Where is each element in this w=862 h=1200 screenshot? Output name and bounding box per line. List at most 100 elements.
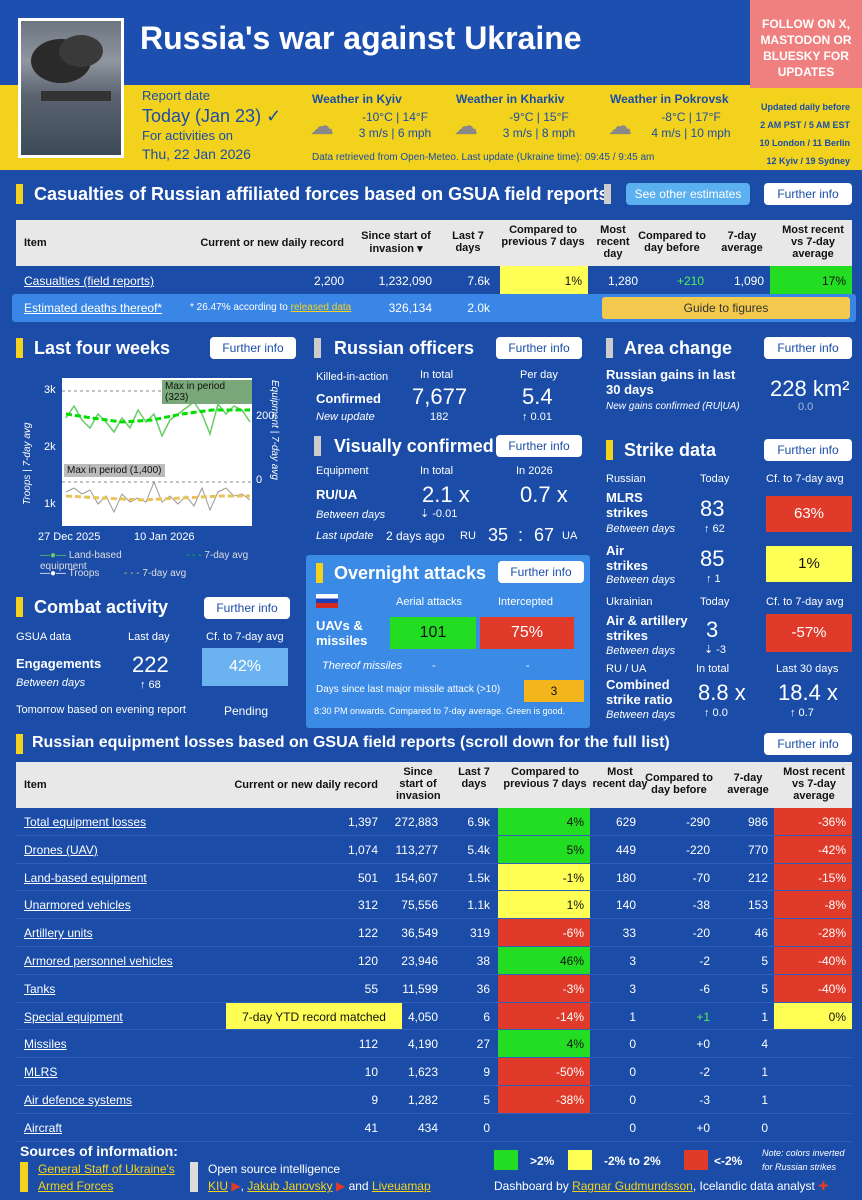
liveuamap-link[interactable]: Liveuamap <box>371 1179 431 1193</box>
see-other-estimates-button[interactable]: See other estimates <box>626 183 750 205</box>
last7-value: 6.9k <box>467 815 490 829</box>
released-data-link[interactable]: released data <box>290 302 352 313</box>
daily-value: 10 <box>364 1065 378 1080</box>
aerial-label: Aerial attacks <box>396 596 463 608</box>
combined-last30: 18.4 x <box>778 680 838 705</box>
and-label: and <box>348 1179 369 1193</box>
header-banner <box>0 0 862 170</box>
cloud-icon: ☁ <box>310 113 334 140</box>
since-value: 434 <box>417 1120 438 1135</box>
col-vs: Most recent vs 7-day average <box>783 766 845 802</box>
missiles-label: Thereof missiles <box>322 660 403 672</box>
in-total-label: In total <box>420 465 454 477</box>
item-link[interactable]: Air defence systems <box>24 1093 133 1107</box>
mlrs-value: 83 <box>700 496 725 521</box>
col-last7[interactable]: Last 7 days <box>458 766 490 790</box>
item-link[interactable]: Drones (UAV) <box>24 842 98 857</box>
vs-value: -15% <box>774 863 852 891</box>
cf-label: Cf. to 7-day avg <box>206 631 284 643</box>
strike-info-button[interactable]: Further info <box>764 439 852 461</box>
recent-value: 1,280 <box>607 274 638 288</box>
col-daily: Current or new daily record <box>200 237 344 249</box>
equipment-info-button[interactable]: Further info <box>764 733 852 755</box>
area-info-button[interactable]: Further info <box>764 337 852 359</box>
overnight-title: Overnight attacks <box>334 563 487 583</box>
new-gains-label: New gains confirmed (RU|UA) <box>606 401 740 412</box>
guide-button[interactable]: Guide to figures <box>602 297 850 319</box>
col-since[interactable]: Since start of invasion ▾ <box>361 230 431 255</box>
overnight-info-button[interactable]: Further info <box>498 561 584 583</box>
visual-info-button[interactable]: Further info <box>496 435 582 457</box>
table-row: Missiles 112 4,190 27 4% 0 +0 4 <box>16 1030 852 1059</box>
col-cmp7: Compared to previous 7 days <box>503 766 587 790</box>
cmpday-value: -38 <box>692 898 710 913</box>
item-link[interactable]: Aircraft <box>24 1120 63 1135</box>
cmpday-value: +0 <box>696 1037 710 1052</box>
cmp7-value: 46% <box>498 947 590 974</box>
table-row: Air defence systems 9 1,282 5 -38% 0 -3 1 <box>16 1086 852 1114</box>
table-row: Armored personnel vehicles 120 23,946 38 46%… <box>16 947 852 975</box>
between-label: Between days <box>606 523 676 535</box>
report-date-label: Report date <box>142 88 210 103</box>
visual-2026: 0.7 x <box>520 482 568 507</box>
item-link[interactable]: Missiles <box>24 1037 67 1052</box>
since-value: 4,190 <box>407 1037 438 1052</box>
last7-value: 1.5k <box>467 870 490 885</box>
ukrainian-label: Ukrainian <box>606 596 653 608</box>
item-link[interactable]: Land-based equipment <box>24 870 147 885</box>
tick-2k: 2k <box>44 441 56 453</box>
combat-info-button[interactable]: Further info <box>204 597 290 619</box>
avg-value: 5 <box>761 981 768 996</box>
item-link[interactable]: Total equipment losses <box>24 815 147 829</box>
item-link[interactable]: Artillery units <box>24 926 93 941</box>
cmpday-value: -20 <box>692 926 710 941</box>
since-value: 1,232,090 <box>378 274 432 288</box>
avg-value: 1 <box>761 1009 768 1024</box>
item-link[interactable]: Unarmored vehicles <box>24 898 131 913</box>
combined-delta: ↑ 0.7 <box>790 707 814 719</box>
intercepted-value: 75% <box>480 617 574 649</box>
officers-info-button[interactable]: Further info <box>496 337 582 359</box>
cmp7-value: 1% <box>500 266 588 294</box>
jj-link[interactable]: Jakub Janovsky <box>247 1179 333 1193</box>
recent-value: 449 <box>615 842 636 857</box>
sort-icon[interactable]: ▾ <box>417 243 423 255</box>
kiu-link[interactable]: KIU <box>208 1179 229 1193</box>
col-item: Item <box>24 779 47 791</box>
item-link[interactable]: MLRS <box>24 1065 58 1080</box>
daily-value: 41 <box>364 1120 378 1135</box>
x-tick: 27 Dec 2025 <box>38 531 101 543</box>
col-recent[interactable]: Most recent day <box>592 766 648 790</box>
since-value: 36,549 <box>401 926 438 941</box>
weather-kharkiv-temp: -9°C | 15°F <box>509 110 569 124</box>
vs-value: -40% <box>774 947 852 974</box>
table-row: Aircraft 41 434 0 0 +0 0 <box>16 1114 852 1142</box>
item-link[interactable]: Special equipment <box>24 1009 123 1024</box>
combined-label: Combined strike ratio <box>606 677 673 707</box>
combat-title: Combat activity <box>34 597 169 617</box>
follow-banner[interactable]: FOLLOW ON X, MASTODON OR BLUESKY FOR UPD… <box>750 0 862 88</box>
table-row: Tanks 55 11,599 36 -3% 3 -6 5 -40% <box>16 974 852 1003</box>
vs-value: -40% <box>774 974 852 1002</box>
deaths-link[interactable]: Estimated deaths thereof* <box>24 301 163 315</box>
colors-note: Note: colors inverted for Russian strike… <box>762 1148 845 1172</box>
item-link[interactable]: Tanks <box>24 981 56 996</box>
casualties-link[interactable]: Casualties (field reports) <box>24 274 155 288</box>
item-link[interactable]: Armored personnel vehicles <box>24 954 173 968</box>
since-value: 1,282 <box>407 1093 438 1107</box>
weather-pokrovsk-label: Weather in Pokrovsk <box>610 92 729 106</box>
avg-value: 4 <box>761 1037 768 1052</box>
gsua-link[interactable]: General Staff of Ukraine's Armed Forces <box>38 1162 175 1193</box>
cmp7-value: -50% <box>498 1058 590 1085</box>
casualties-info-button[interactable]: Further info <box>764 183 852 205</box>
daily-value: 501 <box>357 870 378 885</box>
four-weeks-info-button[interactable]: Further info <box>210 337 296 359</box>
section-marker <box>20 1162 28 1192</box>
combined-delta: ↑ 0.0 <box>704 707 728 719</box>
col-cmpday: Compared to day before <box>645 772 713 796</box>
author-link[interactable]: Ragnar Gudmundsson <box>572 1179 693 1193</box>
recent-value: 0 <box>629 1037 636 1052</box>
since-value: 154,607 <box>394 870 438 885</box>
per-day-delta: ↑ 0.01 <box>522 411 552 423</box>
new-update-value: 182 <box>430 411 449 423</box>
